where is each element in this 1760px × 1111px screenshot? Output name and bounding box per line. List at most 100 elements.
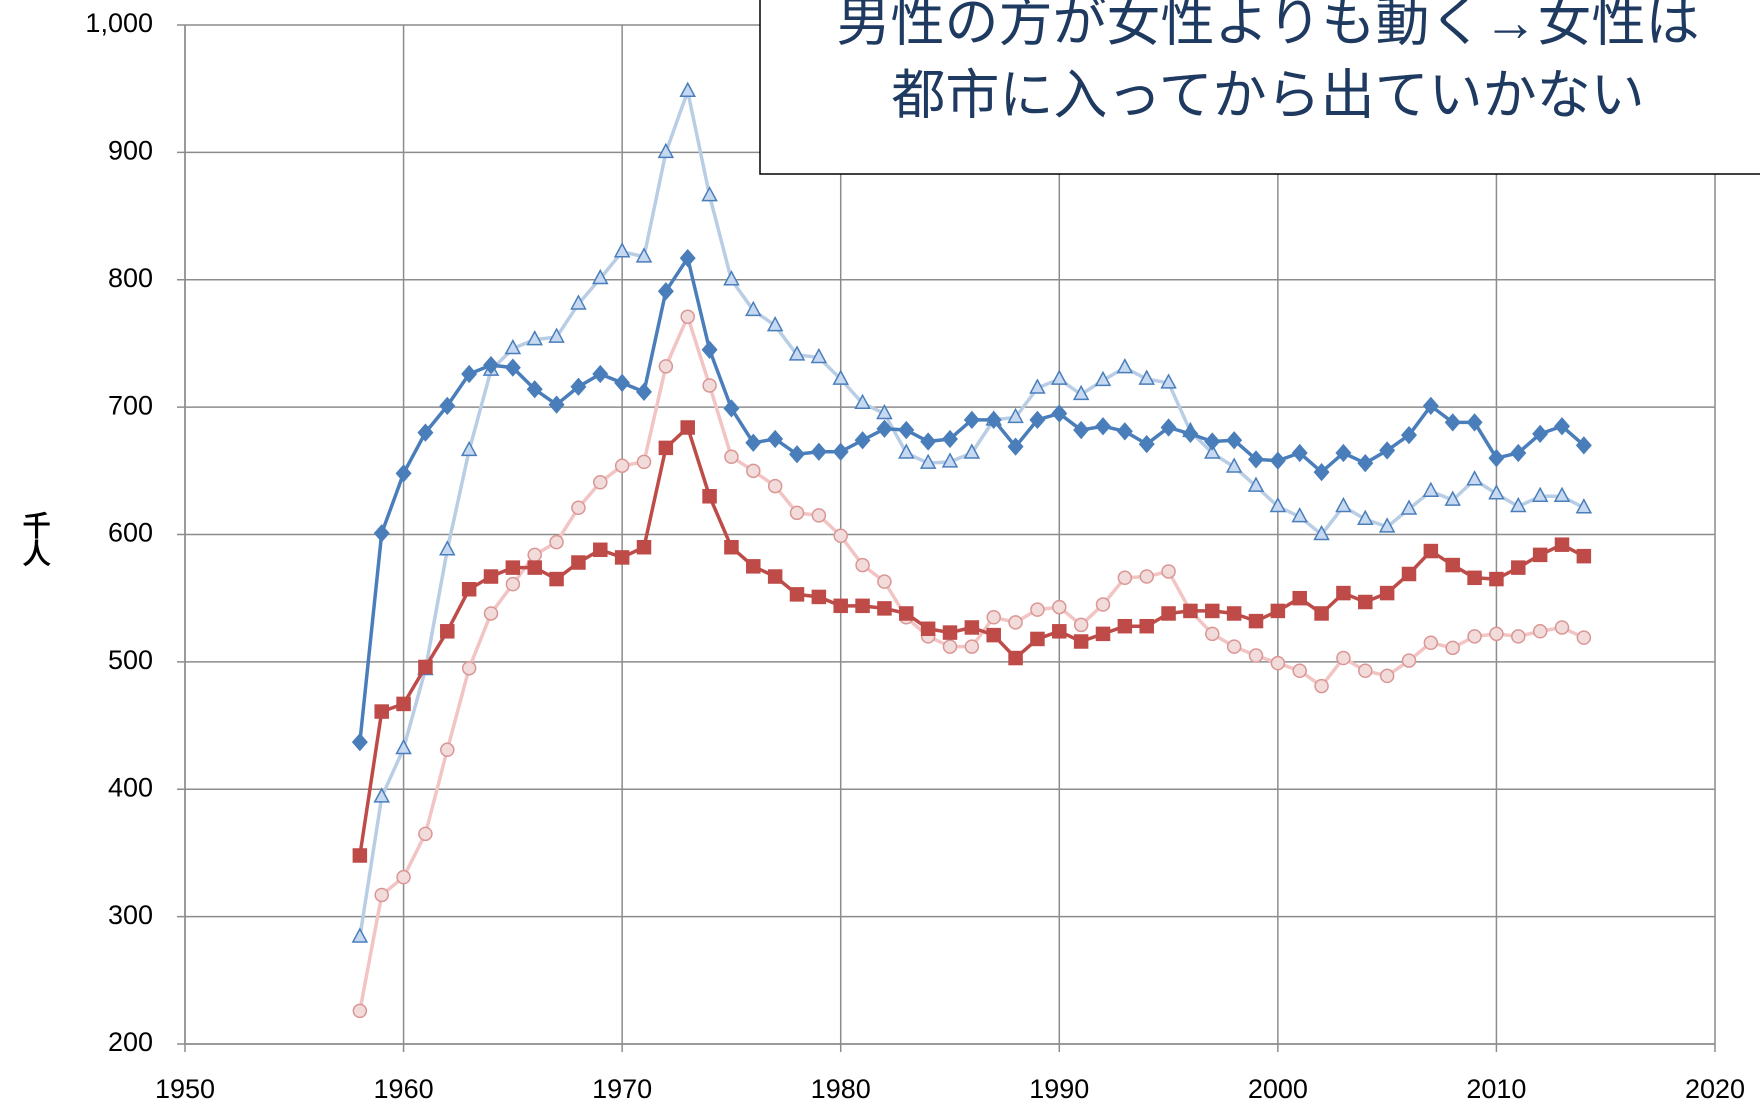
marker xyxy=(461,364,478,384)
marker xyxy=(1226,639,1242,654)
marker xyxy=(636,382,652,401)
marker xyxy=(1248,613,1264,629)
marker xyxy=(395,738,412,755)
marker xyxy=(1378,517,1396,533)
marker xyxy=(1270,603,1286,619)
marker xyxy=(1008,615,1023,630)
marker xyxy=(1248,648,1264,663)
marker xyxy=(1400,499,1418,515)
marker xyxy=(614,373,631,393)
marker xyxy=(1313,524,1330,541)
marker xyxy=(986,627,1001,643)
marker xyxy=(1183,603,1198,619)
marker xyxy=(789,445,805,464)
marker xyxy=(1270,655,1286,671)
marker xyxy=(1444,490,1461,506)
marker xyxy=(526,330,543,346)
marker xyxy=(1335,443,1352,463)
marker xyxy=(1422,481,1440,497)
marker xyxy=(1030,602,1045,617)
y-tick-label: 600 xyxy=(108,518,153,548)
marker xyxy=(1466,413,1483,432)
marker xyxy=(680,309,695,324)
marker xyxy=(352,1003,368,1019)
marker xyxy=(877,574,892,589)
line xyxy=(358,256,1586,743)
marker xyxy=(746,463,761,479)
plot-area xyxy=(351,81,1593,1019)
marker xyxy=(1292,590,1307,606)
marker xyxy=(570,294,587,310)
marker xyxy=(942,639,958,654)
marker xyxy=(855,557,870,573)
marker xyxy=(1511,629,1526,644)
marker xyxy=(854,393,871,410)
marker xyxy=(811,508,827,523)
x-tick-label: 2020 xyxy=(1685,1074,1745,1104)
marker xyxy=(1269,451,1286,470)
marker xyxy=(527,560,542,575)
marker xyxy=(505,576,521,592)
marker xyxy=(613,242,631,258)
marker xyxy=(1073,617,1089,633)
marker xyxy=(1248,450,1264,469)
marker xyxy=(1575,498,1593,514)
marker xyxy=(1160,373,1177,389)
marker xyxy=(1532,424,1549,444)
marker xyxy=(702,489,717,504)
marker xyxy=(418,826,433,842)
marker xyxy=(571,555,586,570)
marker xyxy=(985,410,1002,430)
marker xyxy=(571,500,586,516)
marker xyxy=(1291,507,1308,523)
marker xyxy=(440,742,455,758)
marker xyxy=(1161,564,1176,579)
marker xyxy=(920,621,936,637)
marker xyxy=(1489,571,1504,587)
marker xyxy=(1007,407,1024,424)
marker xyxy=(1358,594,1373,610)
marker xyxy=(1292,663,1307,679)
marker xyxy=(592,364,609,384)
marker xyxy=(1073,420,1090,440)
marker xyxy=(526,380,543,399)
marker xyxy=(1510,443,1527,463)
marker xyxy=(1052,624,1067,639)
marker xyxy=(1182,424,1199,444)
marker xyxy=(832,442,849,461)
marker xyxy=(374,887,389,903)
marker xyxy=(1445,640,1460,656)
marker xyxy=(1466,470,1483,486)
marker xyxy=(1204,432,1221,451)
marker xyxy=(1444,413,1461,432)
marker xyxy=(986,610,1001,625)
marker xyxy=(963,410,980,430)
grid xyxy=(177,24,1716,1052)
marker xyxy=(876,419,893,438)
marker xyxy=(1095,417,1111,436)
marker xyxy=(766,316,784,332)
marker xyxy=(1511,560,1526,575)
marker xyxy=(396,696,411,712)
marker xyxy=(941,452,959,468)
marker xyxy=(1335,496,1352,513)
y-tick-label: 1,000 xyxy=(85,8,153,38)
marker xyxy=(1030,631,1045,647)
marker xyxy=(548,327,565,343)
marker xyxy=(1116,422,1133,441)
marker xyxy=(1269,496,1287,513)
marker xyxy=(1117,618,1133,634)
marker xyxy=(614,550,630,565)
marker xyxy=(832,369,849,385)
marker xyxy=(1357,509,1374,525)
marker xyxy=(1489,626,1504,642)
marker xyxy=(1205,626,1220,642)
marker xyxy=(483,606,499,621)
annotation: 都市に入ってから出ていかない xyxy=(891,65,1644,125)
marker xyxy=(504,358,521,377)
y-tick-label: 500 xyxy=(108,645,153,675)
x-tick-label: 1980 xyxy=(811,1074,871,1104)
marker xyxy=(854,431,871,450)
marker xyxy=(1073,634,1089,649)
x-tick-label: 1960 xyxy=(374,1074,434,1104)
